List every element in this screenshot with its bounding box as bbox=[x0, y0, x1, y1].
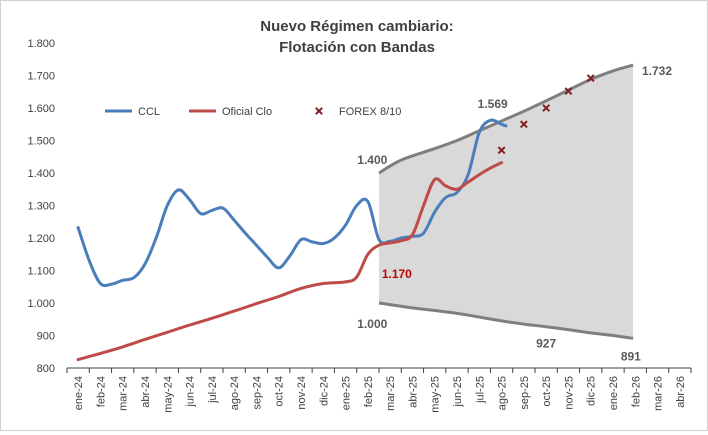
x-tick-label: dic-24 bbox=[318, 376, 330, 406]
y-tick-label: 900 bbox=[37, 331, 55, 343]
y-tick-label: 1.000 bbox=[27, 298, 55, 310]
x-tick-label: mar-25 bbox=[385, 376, 397, 411]
y-axis: 800 900 1.000 1.100 1.200 1.300 1.400 1.500 1.60… bbox=[27, 38, 55, 375]
legend-label: Oficial Clo bbox=[222, 106, 272, 118]
label-band-end-upper: 1.732 bbox=[642, 64, 672, 78]
x-tick-label: jun-25 bbox=[452, 376, 464, 408]
y-tick-label: 1.600 bbox=[27, 103, 55, 115]
x-tick-label: may-24 bbox=[162, 376, 174, 413]
forex-point bbox=[586, 74, 595, 83]
chart-title-line-2: Flotación con Bandas bbox=[279, 39, 435, 56]
x-tick-label: sep-24 bbox=[251, 376, 263, 410]
x-tick-label: jul-25 bbox=[474, 376, 486, 404]
x-axis: ene-24 feb-24 mar-24 abr-24 may-24 jun-24 jul-… bbox=[66, 367, 692, 413]
x-tick-label: sep-25 bbox=[519, 376, 531, 410]
x-tick-label: ene-24 bbox=[73, 376, 85, 410]
y-tick-label: 1.500 bbox=[27, 136, 55, 148]
band-area bbox=[379, 65, 634, 339]
legend-item-oficial: Oficial Clo bbox=[189, 106, 272, 118]
chart-title: Nuevo Régimen cambiario: Flotación con B… bbox=[260, 18, 453, 56]
forex-point bbox=[564, 87, 573, 96]
x-tick-label: nov-25 bbox=[563, 376, 575, 410]
forex-point bbox=[542, 104, 551, 112]
y-tick-label: 1.200 bbox=[27, 233, 55, 245]
x-tick-label: mar-24 bbox=[118, 376, 130, 411]
x-tick-label: ene-26 bbox=[608, 376, 620, 410]
x-tick-label: abr-26 bbox=[675, 376, 687, 408]
x-tick-label: oct-25 bbox=[541, 376, 553, 407]
label-ccl-value: 1.569 bbox=[478, 97, 508, 111]
y-tick-label: 1.300 bbox=[27, 201, 55, 213]
x-tick-label: feb-26 bbox=[630, 376, 642, 407]
ccl-line bbox=[76, 118, 508, 288]
x-tick-label: ago-25 bbox=[497, 376, 509, 410]
legend: CCL Oficial Clo FOREX 8/10 bbox=[105, 106, 401, 118]
band-lower-line bbox=[378, 301, 634, 340]
x-tick-label: oct-24 bbox=[274, 376, 286, 407]
label-oficial-value: 1.170 bbox=[382, 267, 412, 281]
series-layer bbox=[76, 74, 595, 362]
y-tick-label: 1.700 bbox=[27, 71, 55, 83]
y-tick-label: 800 bbox=[37, 363, 55, 375]
x-tick-label: nov-24 bbox=[296, 376, 308, 410]
y-tick-label: 1.800 bbox=[27, 38, 55, 50]
legend-label: CCL bbox=[138, 106, 160, 118]
label-band-end-lower: 891 bbox=[621, 349, 641, 363]
label-band-lower-mid: 927 bbox=[536, 337, 556, 351]
chart-title-line-1: Nuevo Régimen cambiario: bbox=[260, 18, 453, 35]
x-tick-label: abr-25 bbox=[407, 376, 419, 408]
legend-item-forex: FOREX 8/10 bbox=[315, 106, 401, 118]
x-tick-label: jun-24 bbox=[185, 376, 197, 408]
label-band-start-lower: 1.000 bbox=[357, 317, 387, 331]
legend-item-ccl: CCL bbox=[105, 106, 160, 118]
forex-point bbox=[497, 146, 506, 155]
x-tick-label: mar-26 bbox=[653, 376, 665, 411]
x-tick-label: feb-24 bbox=[95, 376, 107, 407]
oficial-line bbox=[76, 161, 504, 362]
forex-point bbox=[519, 120, 528, 129]
x-tick-label: may-25 bbox=[430, 376, 442, 413]
x-tick-label: dic-25 bbox=[586, 376, 598, 406]
y-tick-label: 1.100 bbox=[27, 266, 55, 278]
x-tick-label: ene-25 bbox=[341, 376, 353, 410]
x-tick-label: feb-25 bbox=[363, 376, 375, 407]
annotations: 1.400 1.000 1.170 1.569 1.732 927 891 bbox=[357, 64, 672, 363]
x-tick-label: ago-24 bbox=[229, 376, 241, 410]
x-tick-label: jul-24 bbox=[207, 376, 219, 404]
y-tick-label: 1.400 bbox=[27, 168, 55, 180]
label-band-start-upper: 1.400 bbox=[357, 153, 387, 167]
x-tick-label: abr-24 bbox=[140, 376, 152, 408]
legend-label: FOREX 8/10 bbox=[339, 106, 401, 118]
